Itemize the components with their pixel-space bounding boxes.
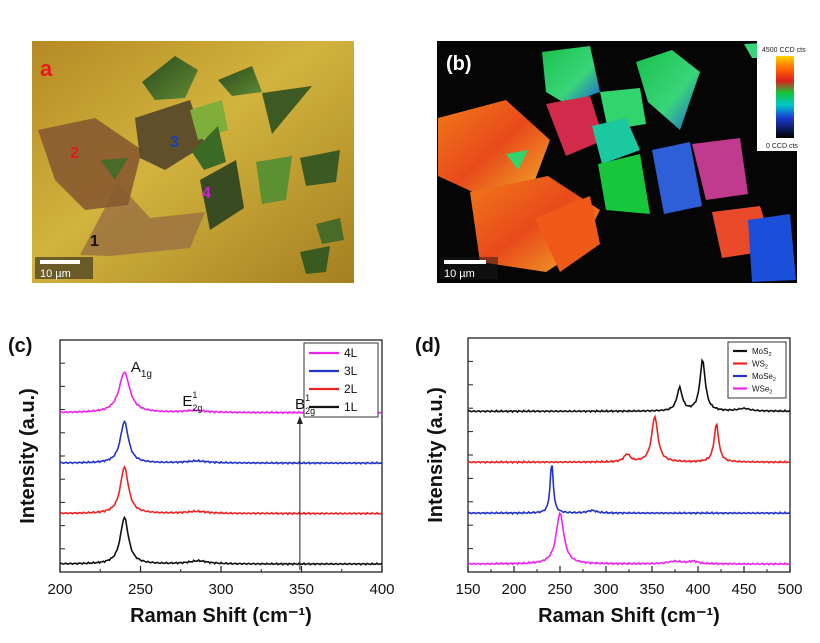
map-flake-1 — [438, 100, 550, 200]
map-flake-11 — [692, 138, 748, 200]
legend-label: 4L — [344, 346, 358, 360]
legend-label: MoSe2 — [752, 372, 776, 383]
x-tick-label: 250 — [547, 581, 572, 598]
x-tick-label: 400 — [369, 581, 394, 598]
series-line-3L — [59, 419, 383, 466]
legend-label: WS2 — [752, 359, 768, 370]
x-tick-label: 300 — [593, 581, 618, 598]
panel-b-label: (b) — [446, 53, 472, 75]
series-line-1L — [59, 515, 383, 566]
peak-annotation: B1 2g — [295, 393, 315, 416]
map-flake-6 — [600, 88, 646, 130]
x-tick-label: 500 — [777, 581, 802, 598]
colorbar-max-label: 4500 CCD cts — [762, 47, 806, 54]
x-tick-label: 200 — [47, 581, 72, 598]
map-flake-13 — [748, 214, 796, 282]
series-line-WSe2 — [467, 511, 791, 566]
legend: 4L 3L 2L 1L — [303, 342, 379, 418]
flake-right-2 — [300, 150, 340, 186]
panel-label: (c) — [8, 335, 32, 357]
legend-label: WSe2 — [752, 384, 772, 395]
flake-4L — [200, 160, 244, 230]
map-flake-10 — [652, 142, 702, 214]
b2g-arrow-head — [296, 416, 303, 424]
legend-box — [303, 342, 379, 418]
legend-label: MoS2 — [752, 347, 772, 358]
flake-top-2 — [218, 66, 262, 96]
x-tick-label: 350 — [289, 581, 314, 598]
x-tick-label: 400 — [685, 581, 710, 598]
map-flake-7 — [592, 118, 640, 164]
layer-marker-1: 1 — [90, 233, 99, 250]
map-flake-3 — [535, 196, 600, 272]
flake-right-1 — [256, 156, 292, 204]
layer-marker-2: 2 — [70, 145, 79, 162]
scale-bar-b-label: 10 µm — [444, 268, 475, 280]
peak-annotation: E1 2g — [182, 390, 202, 413]
panel-a: a 1 2 3 4 10 µm — [32, 41, 354, 283]
scale-bar-b — [444, 260, 486, 264]
chart-c: 200 250 300 350 400 Raman Shift (cm⁻¹) Intensi… — [8, 335, 395, 627]
colorbar — [776, 56, 794, 138]
flake-mid-2 — [192, 126, 226, 170]
x-tick-label: 250 — [128, 581, 153, 598]
scale-bar-a — [40, 260, 80, 264]
x-tick-label: 150 — [455, 581, 480, 598]
panel-label: (d) — [415, 335, 441, 357]
x-axis-label: Raman Shift (cm⁻¹) — [130, 605, 312, 627]
colorbar-min-label: 0 CCD cts — [766, 143, 798, 150]
flake-2L — [38, 118, 142, 210]
flake-3L — [135, 100, 205, 170]
map-flake-8 — [636, 50, 700, 130]
panel-b: (b) 4500 CCD cts 0 CCD cts 10 µm — [437, 41, 819, 283]
chart-d: 150 200 250 300 350 400 450 500 Raman Shift (cm⁻… — [415, 335, 803, 627]
legend-label: 3L — [344, 364, 358, 378]
panel-a-label: a — [40, 56, 53, 81]
peak-annotation: A1g — [131, 359, 152, 380]
map-flake-5 — [546, 96, 604, 156]
flake-2L-inner — [100, 158, 128, 180]
layer-marker-4: 4 — [202, 185, 211, 202]
map-flake-4 — [542, 46, 600, 104]
flake-top-1 — [142, 56, 198, 100]
flake-right-4 — [300, 246, 330, 274]
flake-top-3 — [262, 86, 312, 134]
layer-marker-3: 3 — [170, 134, 179, 151]
map-flake-9 — [598, 154, 650, 214]
x-tick-label: 450 — [731, 581, 756, 598]
x-axis-label: Raman Shift (cm⁻¹) — [538, 605, 720, 627]
flake-right-3 — [316, 218, 344, 244]
series-line-MoSe2 — [467, 465, 791, 516]
scale-bar-a-label: 10 µm — [40, 268, 71, 280]
legend-label: 2L — [344, 382, 358, 396]
x-tick-label: 200 — [501, 581, 526, 598]
x-tick-label: 350 — [639, 581, 664, 598]
series-line-MoS2 — [467, 358, 791, 414]
x-tick-label: 300 — [208, 581, 233, 598]
legend-label: 1L — [344, 400, 358, 414]
y-axis-label: Intensity (a.u.) — [17, 388, 39, 524]
series-line-2L — [59, 465, 383, 516]
map-flake-center — [506, 150, 528, 170]
y-axis-label: Intensity (a.u.) — [425, 387, 447, 523]
series-line-WS2 — [467, 414, 791, 465]
